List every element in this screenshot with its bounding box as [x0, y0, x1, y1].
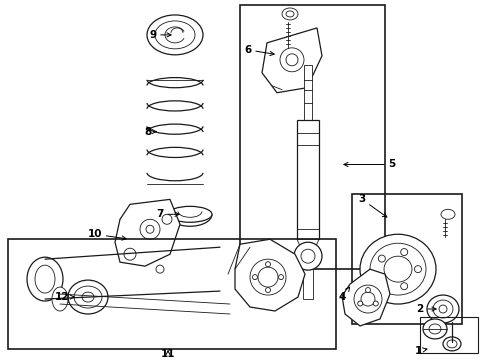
Text: 11: 11: [161, 349, 175, 359]
Circle shape: [140, 219, 160, 239]
Ellipse shape: [433, 300, 453, 318]
Circle shape: [401, 249, 408, 256]
Ellipse shape: [384, 256, 412, 282]
Text: 1: 1: [415, 346, 427, 356]
Ellipse shape: [294, 242, 322, 270]
Ellipse shape: [74, 286, 102, 308]
Ellipse shape: [439, 305, 447, 313]
Circle shape: [266, 262, 270, 267]
Text: 10: 10: [88, 229, 126, 240]
Ellipse shape: [441, 209, 455, 219]
Ellipse shape: [68, 280, 108, 314]
Polygon shape: [297, 239, 319, 259]
Ellipse shape: [27, 257, 63, 301]
Ellipse shape: [360, 234, 436, 304]
Circle shape: [415, 266, 421, 273]
Text: 3: 3: [358, 194, 387, 217]
Polygon shape: [115, 199, 180, 266]
Circle shape: [258, 267, 278, 287]
Circle shape: [124, 248, 136, 260]
Text: 12: 12: [55, 292, 74, 302]
Ellipse shape: [35, 265, 55, 293]
Ellipse shape: [282, 8, 298, 20]
Text: 7: 7: [156, 209, 179, 219]
Bar: [304, 65, 312, 120]
Circle shape: [156, 265, 164, 273]
Circle shape: [286, 54, 298, 66]
Circle shape: [361, 292, 375, 306]
Text: 5: 5: [344, 159, 395, 170]
Text: 4: 4: [338, 287, 350, 302]
Circle shape: [280, 48, 304, 72]
Circle shape: [378, 255, 385, 262]
Bar: [297, 120, 319, 239]
Ellipse shape: [427, 295, 459, 323]
Circle shape: [354, 285, 382, 313]
Ellipse shape: [155, 21, 195, 49]
Ellipse shape: [423, 319, 447, 339]
Bar: [420, 317, 478, 353]
Polygon shape: [342, 269, 390, 326]
Circle shape: [252, 275, 258, 280]
Ellipse shape: [147, 15, 203, 55]
Text: 2: 2: [416, 304, 436, 314]
Circle shape: [250, 259, 286, 295]
Bar: [303, 259, 313, 299]
Bar: [352, 194, 462, 324]
Polygon shape: [235, 239, 305, 311]
Ellipse shape: [443, 337, 461, 351]
Bar: [8, 239, 336, 349]
Bar: [240, 5, 385, 269]
Circle shape: [378, 276, 385, 283]
Ellipse shape: [429, 324, 441, 334]
Ellipse shape: [286, 11, 294, 17]
Text: 8: 8: [145, 127, 156, 136]
Ellipse shape: [168, 206, 212, 222]
Circle shape: [401, 283, 408, 290]
Text: 6: 6: [245, 45, 274, 55]
Circle shape: [266, 288, 270, 293]
Ellipse shape: [370, 243, 426, 295]
Ellipse shape: [301, 249, 315, 263]
Circle shape: [146, 225, 154, 233]
Ellipse shape: [447, 340, 457, 348]
Circle shape: [373, 301, 378, 306]
Circle shape: [278, 275, 284, 280]
Circle shape: [162, 214, 172, 224]
Ellipse shape: [82, 292, 94, 302]
Polygon shape: [262, 28, 322, 93]
Circle shape: [358, 301, 363, 306]
Circle shape: [366, 288, 370, 293]
Ellipse shape: [52, 287, 68, 311]
Text: 9: 9: [149, 30, 171, 40]
